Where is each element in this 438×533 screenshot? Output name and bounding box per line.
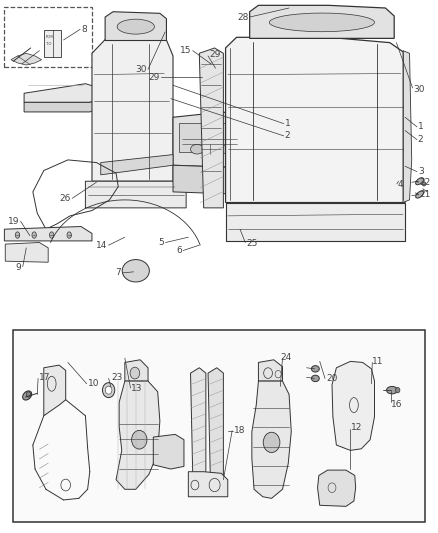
Text: 13: 13	[131, 384, 143, 392]
Text: TO: TO	[46, 42, 52, 46]
Ellipse shape	[15, 232, 20, 238]
Polygon shape	[125, 360, 148, 381]
Text: 11: 11	[372, 357, 384, 366]
Text: 1: 1	[418, 123, 424, 131]
Ellipse shape	[386, 386, 398, 394]
Text: 26: 26	[60, 195, 71, 203]
Text: 19: 19	[8, 217, 19, 225]
Ellipse shape	[117, 19, 154, 34]
Text: FOR: FOR	[46, 35, 54, 39]
Polygon shape	[44, 365, 66, 416]
Ellipse shape	[105, 386, 112, 394]
Text: 12: 12	[351, 424, 363, 432]
Polygon shape	[208, 368, 223, 475]
Ellipse shape	[131, 431, 147, 449]
Ellipse shape	[311, 375, 319, 382]
Polygon shape	[92, 37, 173, 181]
Text: 10: 10	[88, 379, 99, 388]
Polygon shape	[153, 434, 184, 469]
Polygon shape	[85, 181, 186, 208]
Polygon shape	[116, 381, 160, 489]
Polygon shape	[4, 227, 92, 241]
Text: 3: 3	[418, 167, 424, 176]
Text: 16: 16	[391, 400, 403, 408]
Text: 18: 18	[234, 426, 245, 435]
Ellipse shape	[269, 13, 374, 32]
Text: 29: 29	[209, 51, 221, 59]
Polygon shape	[199, 48, 223, 208]
Polygon shape	[105, 12, 166, 41]
Bar	[4, 7, 92, 67]
Text: 22: 22	[419, 179, 431, 187]
Ellipse shape	[49, 232, 54, 238]
Bar	[13, 330, 425, 522]
Text: 25: 25	[246, 239, 258, 247]
Polygon shape	[332, 361, 374, 450]
Text: 2: 2	[418, 135, 424, 144]
Ellipse shape	[416, 191, 424, 198]
Text: 28: 28	[237, 13, 248, 21]
Text: 14: 14	[96, 241, 107, 250]
Polygon shape	[226, 203, 405, 241]
Ellipse shape	[311, 366, 319, 372]
Text: 30: 30	[135, 66, 146, 74]
Ellipse shape	[215, 144, 228, 154]
Ellipse shape	[416, 177, 424, 185]
Ellipse shape	[396, 387, 400, 393]
Bar	[179, 123, 240, 152]
Ellipse shape	[32, 232, 36, 238]
Text: 29: 29	[148, 73, 159, 82]
Ellipse shape	[122, 260, 149, 282]
Text: 21: 21	[419, 190, 431, 199]
Polygon shape	[11, 53, 42, 65]
Text: 7: 7	[116, 269, 121, 277]
Text: 9: 9	[15, 263, 21, 272]
Polygon shape	[173, 165, 247, 195]
Polygon shape	[191, 368, 206, 475]
Polygon shape	[188, 472, 228, 497]
Text: 23: 23	[112, 373, 123, 382]
Text: 5: 5	[159, 238, 164, 247]
Text: 4: 4	[398, 181, 403, 189]
Bar	[44, 30, 61, 57]
Ellipse shape	[130, 367, 140, 379]
Ellipse shape	[26, 392, 31, 397]
Ellipse shape	[422, 182, 426, 186]
Ellipse shape	[67, 232, 71, 238]
Text: 6: 6	[176, 246, 182, 255]
Polygon shape	[252, 381, 291, 498]
Text: 20: 20	[326, 374, 337, 383]
Polygon shape	[173, 112, 247, 168]
Ellipse shape	[23, 391, 32, 400]
Polygon shape	[24, 84, 103, 102]
Text: 24: 24	[281, 353, 292, 361]
Polygon shape	[101, 155, 173, 175]
Text: 17: 17	[39, 373, 50, 382]
Polygon shape	[258, 360, 283, 381]
Text: 15: 15	[180, 46, 191, 55]
Polygon shape	[250, 5, 394, 38]
Ellipse shape	[263, 432, 280, 453]
Text: 2: 2	[285, 132, 290, 140]
Polygon shape	[226, 37, 405, 203]
Ellipse shape	[102, 383, 115, 398]
Text: 1: 1	[285, 119, 290, 128]
Polygon shape	[318, 470, 356, 506]
Polygon shape	[5, 243, 48, 262]
Text: 30: 30	[413, 85, 425, 93]
Polygon shape	[24, 99, 103, 112]
Text: 8: 8	[81, 25, 87, 34]
Ellipse shape	[191, 144, 204, 154]
Polygon shape	[403, 51, 412, 203]
